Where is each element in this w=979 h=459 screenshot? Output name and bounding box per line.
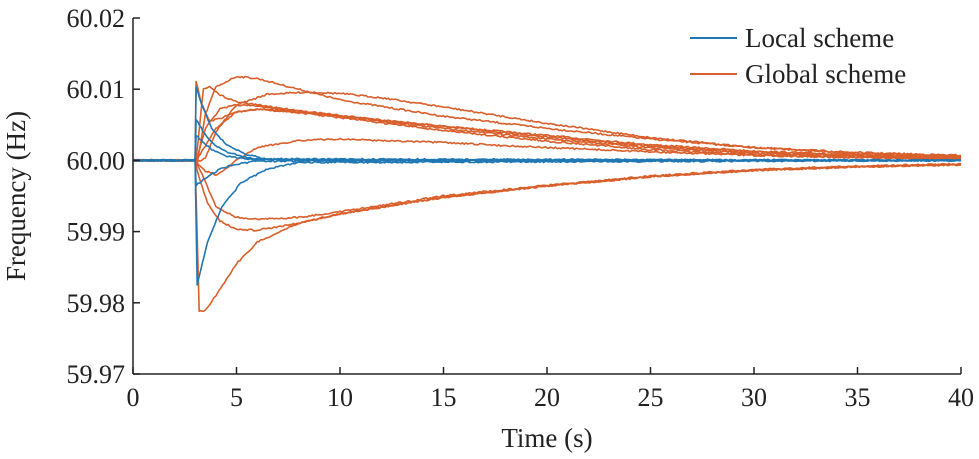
y-tick-label: 59.97 <box>67 360 126 389</box>
x-axis-title: Time (s) <box>501 423 592 453</box>
series-line-global-5 <box>132 80 962 162</box>
x-tick-label: 0 <box>127 383 140 412</box>
x-tick-label: 20 <box>534 383 560 412</box>
y-tick-label: 60.01 <box>67 75 126 104</box>
y-tick-label: 59.98 <box>67 289 126 318</box>
y-axis-title: Frequency (Hz) <box>1 111 31 281</box>
series-line-local-3 <box>132 158 962 286</box>
x-tick-label: 10 <box>327 383 353 412</box>
x-tick-label: 25 <box>638 383 664 412</box>
ticks-layer: 0 5 10 15 20 25 30 35 40 59.97 59.98 59.99 60.00 60.0… <box>67 4 975 412</box>
x-tick-label: 40 <box>948 383 974 412</box>
legend-label-local-scheme: Local scheme <box>745 23 894 53</box>
series-line-global-6 <box>132 75 962 165</box>
series-line-global-12 <box>132 158 962 313</box>
x-tick-label: 5 <box>230 383 243 412</box>
series-layer <box>132 75 962 313</box>
x-tick-label: 15 <box>431 383 457 412</box>
y-tick-label: 60.00 <box>67 146 126 175</box>
series-line-global-7 <box>132 91 961 163</box>
series-line-global-13 <box>132 158 962 232</box>
y-tick-label: 59.99 <box>67 218 126 247</box>
legend-label-global-scheme: Global scheme <box>745 59 906 89</box>
series-line-global-9 <box>132 103 962 162</box>
legend: Local scheme Global scheme <box>690 23 906 89</box>
x-tick-label: 35 <box>845 383 871 412</box>
series-line-local-4 <box>132 158 962 187</box>
y-tick-label: 60.02 <box>67 4 126 33</box>
series-line-global-14 <box>132 158 962 221</box>
x-tick-label: 30 <box>741 383 767 412</box>
series-line-global-11 <box>132 137 962 177</box>
